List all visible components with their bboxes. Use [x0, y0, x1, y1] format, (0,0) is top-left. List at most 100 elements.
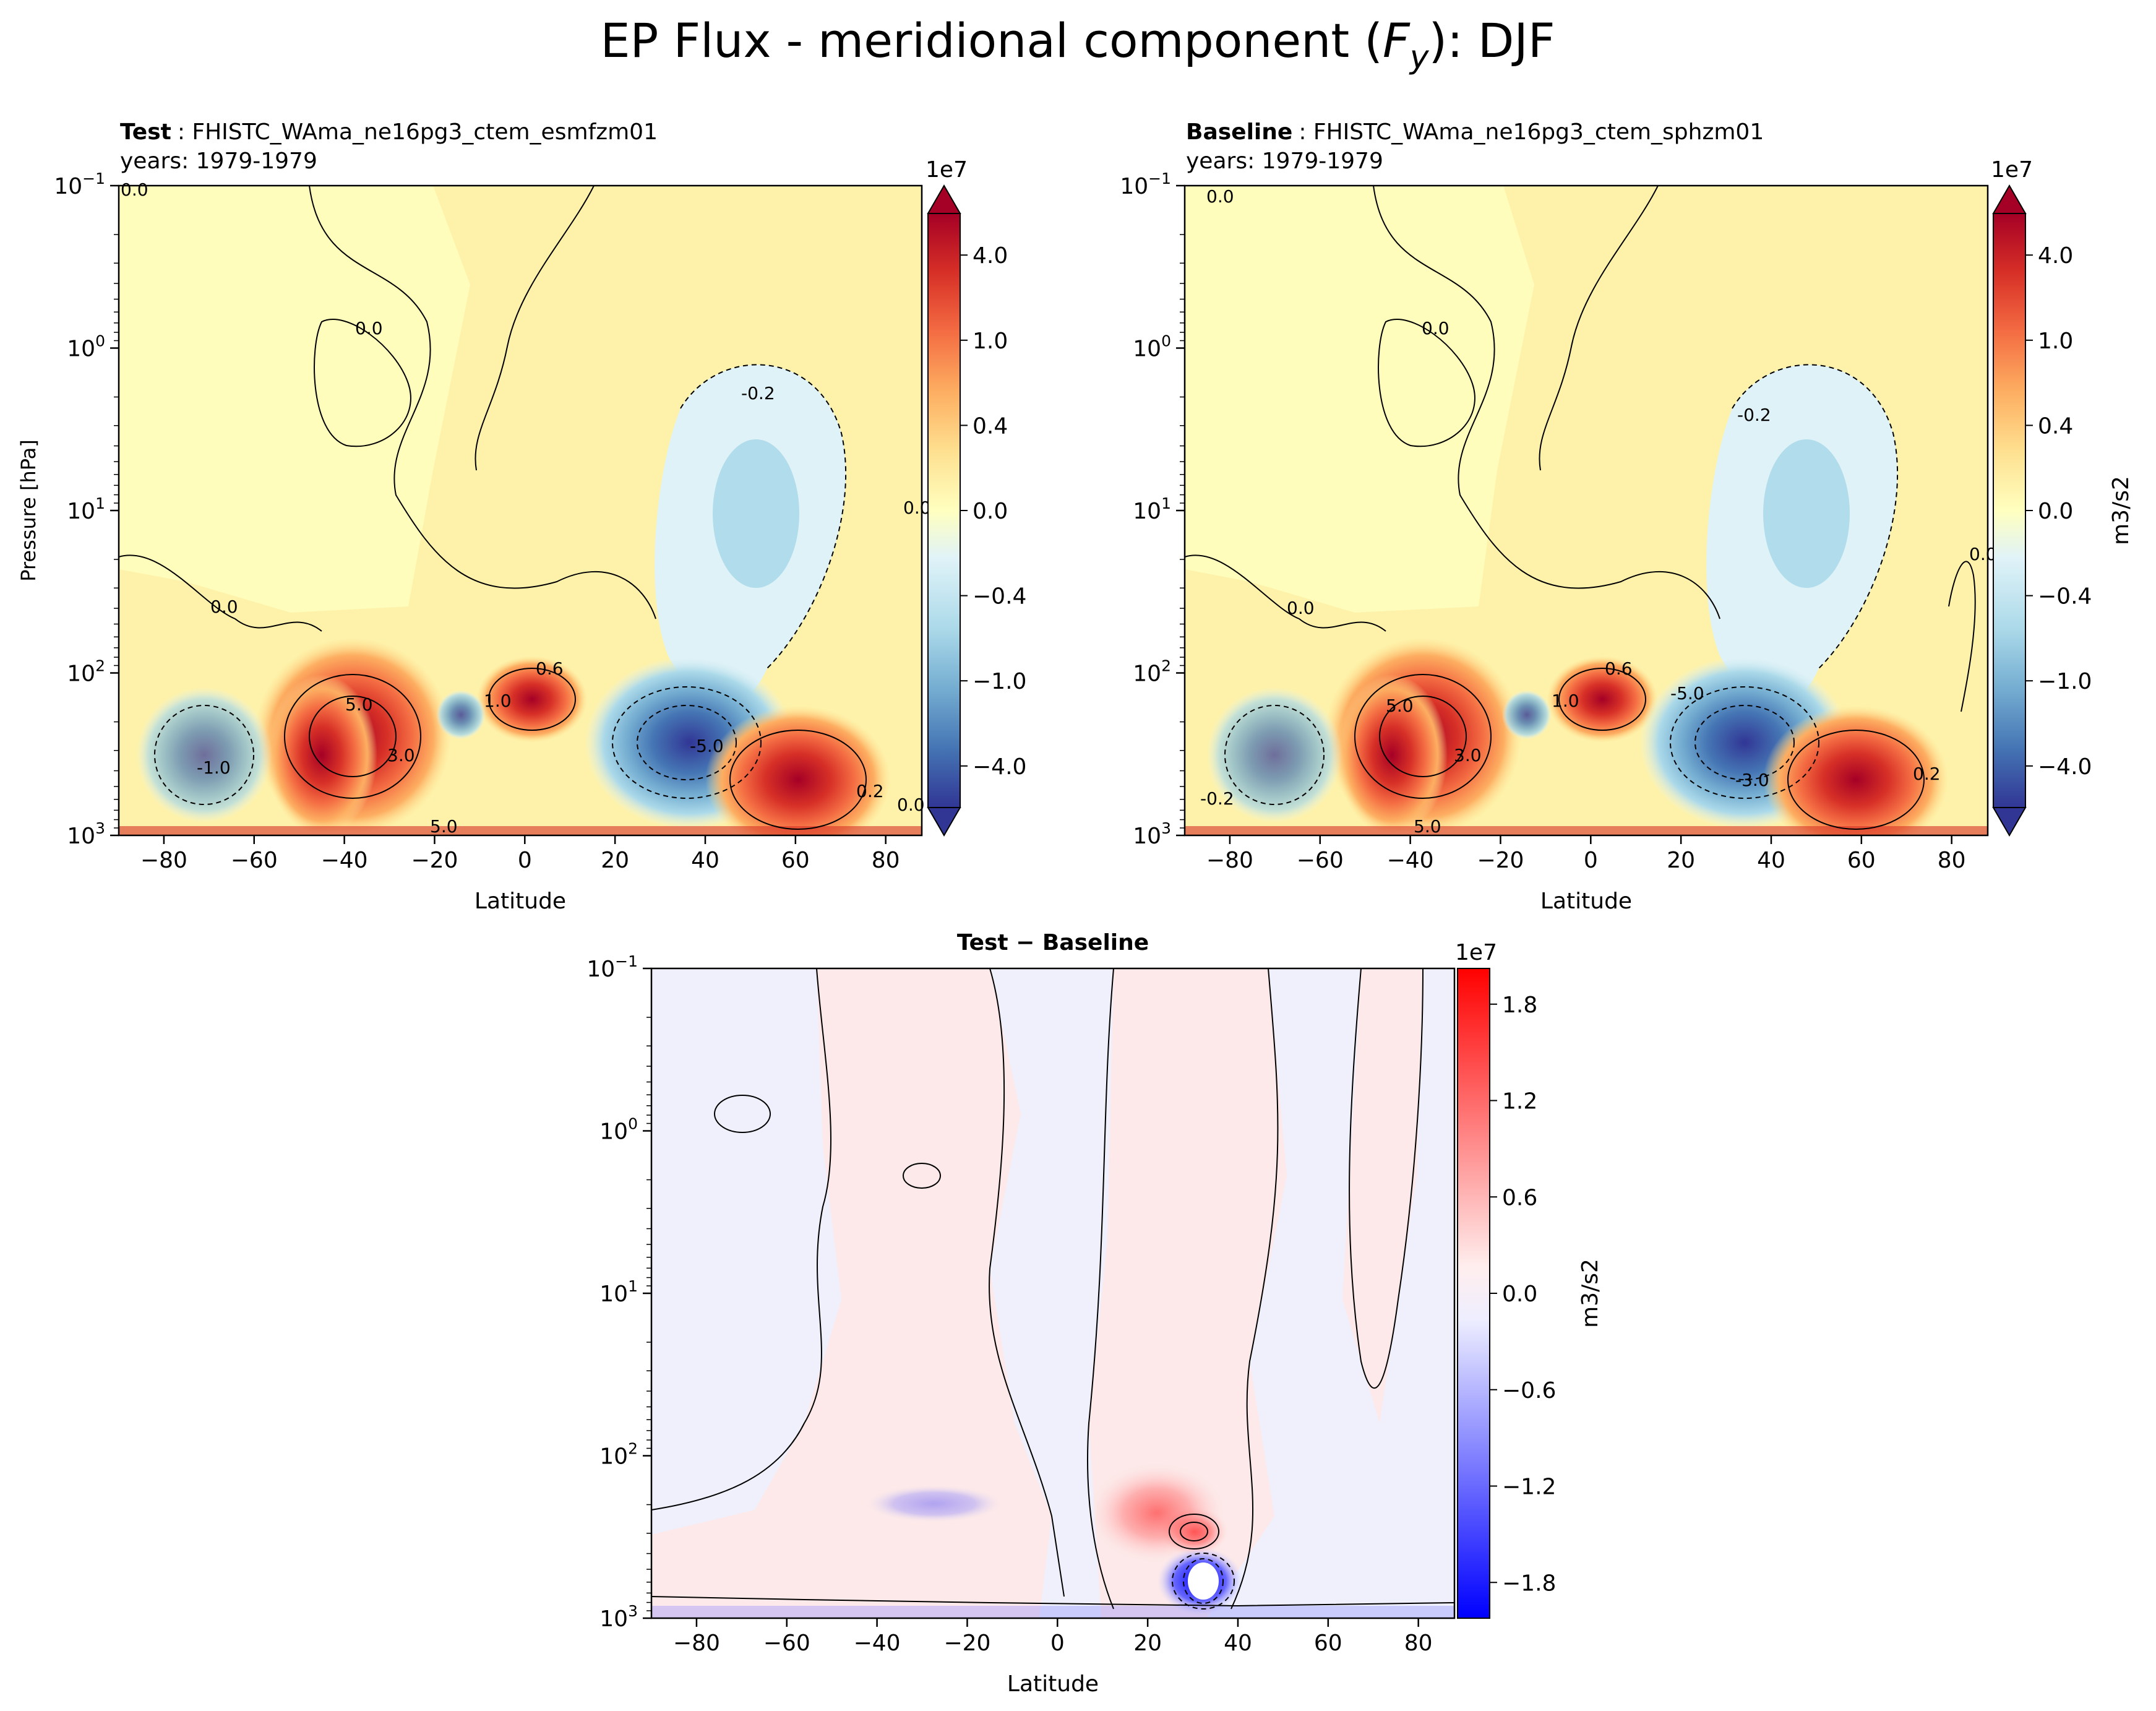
panel-test: Test: FHISTC_WAma_ne16pg3_ctem_esmfzm01 … — [17, 119, 1026, 914]
contour-line — [309, 696, 397, 777]
contour-label: -0.2 — [1737, 405, 1771, 425]
x-tick-label: 0 — [518, 848, 532, 873]
contour-label: -5.0 — [1670, 683, 1704, 704]
field-blob — [1763, 705, 1949, 835]
colorbar-tick-label: −1.0 — [973, 669, 1026, 694]
panel-difference: Test − Baseline −80 −60 −40 −2 — [586, 930, 1603, 1697]
contour-labels: 0.0 0.0 0.0 -0.2 0.6 5.0 1.0 3.0 -3.0 0.… — [1200, 186, 1997, 837]
colorbar-tick-label: 0.4 — [2038, 413, 2073, 439]
contour-line — [1694, 705, 1795, 780]
colorbar — [1457, 968, 1490, 1619]
panel-baseline-years: years: 1979-1979 — [1186, 149, 1383, 174]
contour-line — [612, 686, 762, 799]
y-axis-label: Pressure [hPa] — [17, 439, 40, 582]
contour-label: 0.0 — [1969, 544, 1997, 564]
colorbar-multiplier: 1e7 — [1455, 940, 1497, 965]
y-tick-label: 102 — [1133, 657, 1171, 687]
colorbar-tick-label: 0.0 — [2038, 499, 2073, 524]
y-tick-label: 10−1 — [1120, 170, 1171, 199]
colorbar-extend-max — [927, 184, 961, 214]
x-tick-label: −80 — [1206, 848, 1253, 873]
colorbar-extend-max — [1992, 184, 2027, 214]
panel-baseline-title: Baseline: FHISTC_WAma_ne16pg3_ctem_sphzm… — [1186, 119, 1764, 145]
contour-line — [1349, 968, 1424, 1389]
colorbar-tick-label: −0.4 — [973, 584, 1026, 610]
x-tick-label: −80 — [140, 848, 187, 873]
contour-line — [1948, 561, 1976, 712]
field-light-yellow — [119, 186, 470, 613]
y-tick-label: 100 — [599, 1115, 638, 1145]
contour-line — [651, 1596, 1454, 1607]
x-axis-label: Latitude — [1540, 889, 1632, 914]
field-pale-red — [1342, 968, 1423, 1423]
colorbar-tick-label: 0.4 — [973, 413, 1008, 439]
contour-label: 5.0 — [430, 816, 458, 837]
contour-line — [1230, 968, 1279, 1610]
field-blob — [1336, 674, 1448, 835]
x-tick-label: −20 — [1477, 848, 1524, 873]
contour-line — [1169, 1514, 1219, 1549]
contour-label: 0.0 — [210, 597, 238, 617]
contour-line — [729, 730, 867, 830]
panel-baseline: Baseline: FHISTC_WAma_ne16pg3_ctem_sphzm… — [1120, 119, 2134, 914]
panel-test-years: years: 1979-1979 — [120, 149, 317, 174]
colorbar-tick-label: 0.0 — [973, 499, 1008, 524]
contour-label: -1.0 — [197, 757, 231, 778]
x-tick-label: 80 — [872, 848, 900, 873]
field-blob — [705, 705, 891, 835]
colorbar-tick-label: −0.4 — [2038, 584, 2092, 610]
contour-line — [1787, 730, 1925, 830]
x-tick-label: 60 — [781, 848, 810, 873]
colorbar — [927, 213, 961, 808]
x-tick-label: −80 — [673, 1631, 720, 1656]
y-tick-label: 103 — [599, 1602, 638, 1632]
x-tick-label: −20 — [411, 848, 458, 873]
contour-line — [651, 968, 831, 1511]
y-tick-label: 101 — [599, 1277, 638, 1307]
contour-label: 0.6 — [1605, 658, 1633, 679]
field-surface-band — [1185, 826, 1988, 835]
y-tick-label: 103 — [1133, 819, 1171, 849]
contour-line — [488, 668, 576, 731]
x-tick-label: 0 — [1050, 1631, 1065, 1656]
colorbar-extend-min — [1992, 807, 2027, 837]
colorbar-tick-label: 0.6 — [1502, 1185, 1537, 1210]
contour-line — [475, 186, 595, 471]
colorbar-units: m3/s2 — [2108, 476, 2134, 545]
contour-line — [1539, 186, 1659, 471]
y-tick-label: 103 — [67, 819, 105, 849]
contour-line — [903, 1163, 941, 1189]
y-tick-label: 102 — [67, 657, 105, 687]
colorbar-tick-label: −4.0 — [2038, 754, 2092, 780]
contour-line — [1670, 686, 1819, 799]
contour-label: 1.0 — [1552, 691, 1579, 711]
x-tick-label: 40 — [1757, 848, 1785, 873]
contour-label: 0.2 — [1913, 764, 1941, 784]
colorbar-units: m3/s2 — [1578, 1259, 1603, 1328]
colorbar-tick-label: 4.0 — [973, 243, 1008, 269]
x-tick-label: 40 — [691, 848, 719, 873]
colorbar-tick-label: 1.0 — [2038, 329, 2073, 354]
field-surface-band — [651, 1606, 1454, 1618]
x-tick-label: 0 — [1584, 848, 1598, 873]
contour-label: 0.6 — [536, 658, 564, 679]
field-blob — [476, 656, 588, 743]
x-tick-label: −60 — [763, 1631, 810, 1656]
field-pale-red — [651, 968, 1052, 1618]
colorbar-tick-label: −1.8 — [1502, 1571, 1556, 1596]
field-surface-band — [119, 826, 922, 835]
contour-line — [1373, 186, 1720, 619]
panel-test-title: Test: FHISTC_WAma_ne16pg3_ctem_esmfzm01 — [120, 119, 658, 145]
field-blob — [1547, 656, 1658, 743]
contour-line — [1087, 968, 1114, 1610]
colorbar-tick-label: 4.0 — [2038, 243, 2073, 269]
y-tick-label: 101 — [1133, 494, 1171, 524]
contour-line — [1185, 554, 1386, 632]
x-tick-label: 80 — [1404, 1631, 1433, 1656]
contour-line — [314, 319, 411, 447]
contour-label: 5.0 — [1386, 696, 1414, 716]
x-tick-label: 60 — [1847, 848, 1876, 873]
contour-label: 0.0 — [903, 498, 931, 518]
field-blob — [266, 674, 377, 835]
contour-line — [637, 705, 737, 780]
